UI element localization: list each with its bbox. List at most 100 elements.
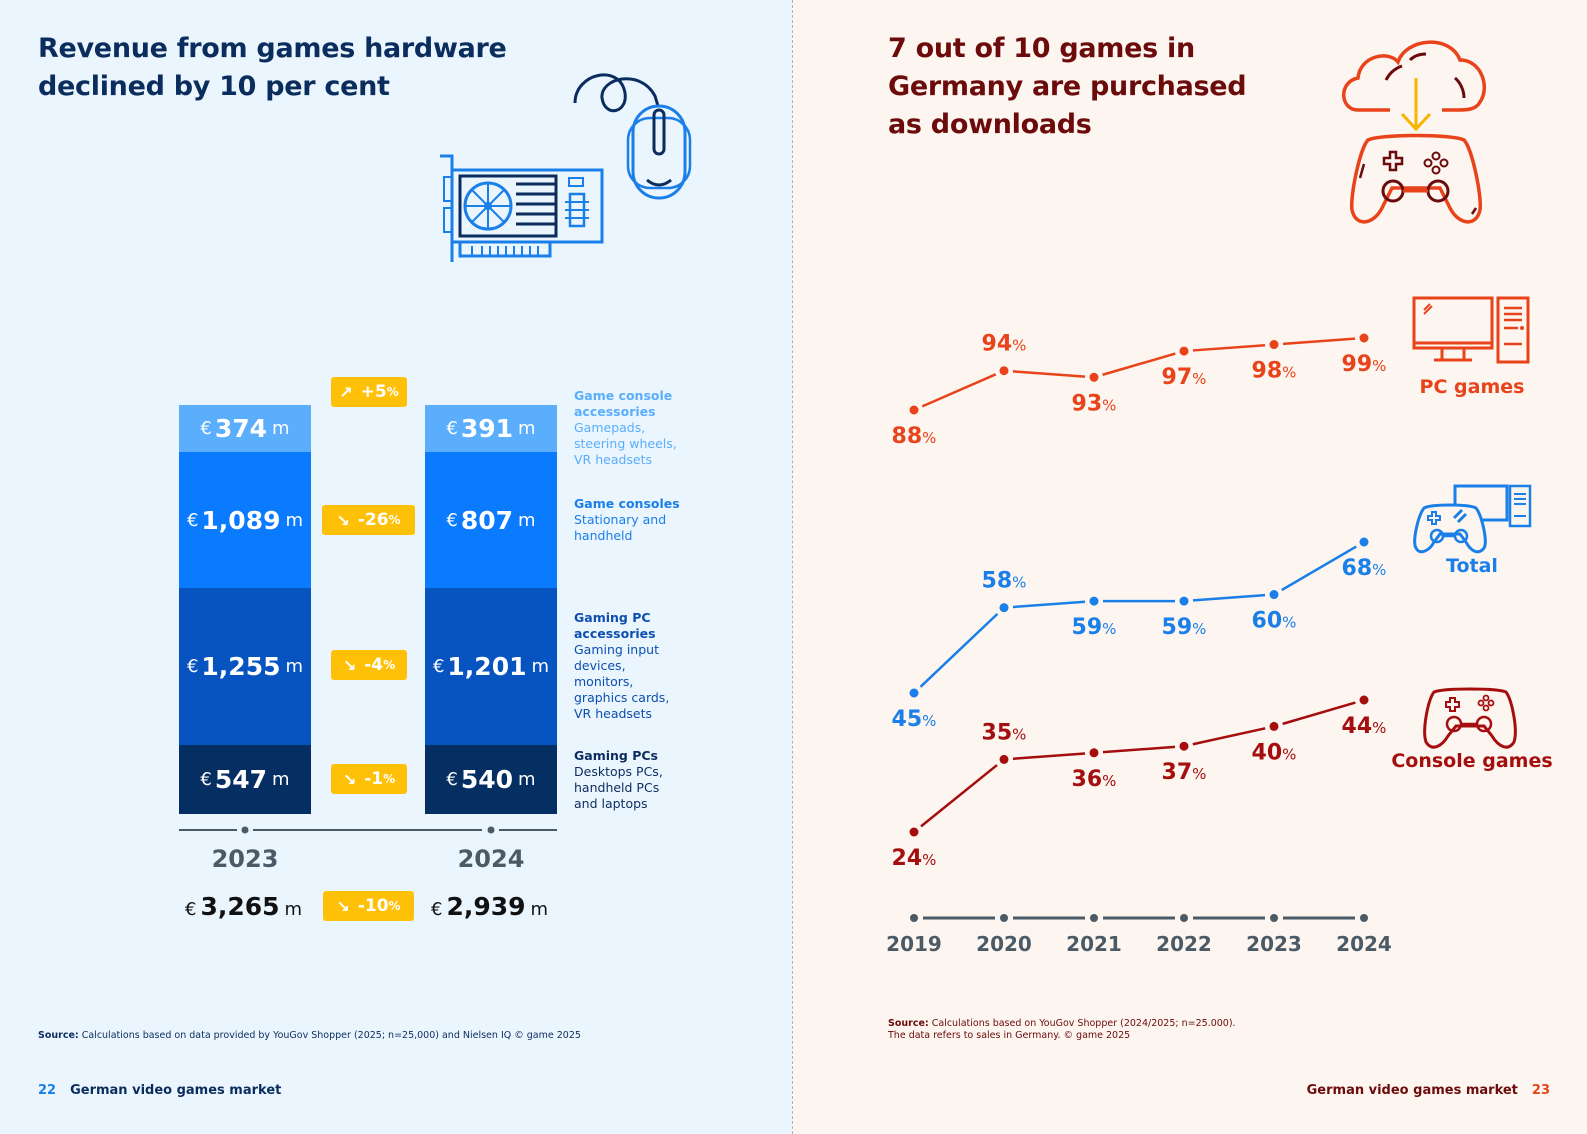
page-number: 22 <box>38 1083 57 1098</box>
series-segment-pc-games <box>1012 370 1086 378</box>
series-segment-console-games <box>1282 701 1356 726</box>
change-badge-pc-accessories: ↘ -4% <box>331 650 407 680</box>
x-axis-tick <box>910 914 918 922</box>
data-point <box>1269 590 1279 600</box>
segment-console-accessories-2024: €391 m <box>425 405 557 452</box>
arrow-down-icon: ↘ <box>342 769 357 789</box>
series-segment-console-games <box>1102 745 1176 754</box>
total-2024: €2,939 m <box>431 892 549 921</box>
data-label: 88% <box>892 424 937 449</box>
series-segment-pc-games <box>1102 352 1176 376</box>
series-segment-total <box>1192 593 1266 602</box>
segment-gaming-pcs-2023: €547 m <box>179 745 311 814</box>
data-label: 97% <box>1162 365 1207 390</box>
series-segment-console-games <box>1192 727 1266 746</box>
segment-pc-accessories-2023: €1,255 m <box>179 588 311 745</box>
series-segment-pc-games <box>1282 337 1356 346</box>
download-share-line-chart: 88% 94% 93% 97% 98% 99% PC games 45% 58% 59% 59% 60… <box>886 332 1553 956</box>
change-badge-gaming-pcs: ↘ -1% <box>331 764 407 794</box>
pc-games-icon <box>1412 296 1530 364</box>
data-point <box>1359 695 1369 705</box>
arrow-up-icon: ↗ <box>339 382 353 402</box>
legend-consoles: Game consoles Stationary and handheld <box>574 496 680 543</box>
data-label: 99% <box>1342 352 1387 377</box>
data-point <box>909 688 919 698</box>
bar-2023: €374 m €1,089 m €1,255 m €547 m <box>179 405 311 814</box>
data-label: 98% <box>1252 359 1297 384</box>
x-tick-label: 2019 <box>886 932 942 956</box>
series-segment-total <box>1012 600 1086 609</box>
arrow-down-icon: ↘ <box>336 896 350 916</box>
left-source-note: Source: Calculations based on data provi… <box>38 1030 581 1041</box>
series-segment-total <box>1281 545 1357 592</box>
data-label: 35% <box>982 720 1027 745</box>
data-label: 45% <box>892 707 937 732</box>
x-axis-tick <box>1000 914 1008 922</box>
year-label-2023: 2023 <box>211 845 279 873</box>
segment-pc-accessories-2024: €1,201 m <box>425 588 557 745</box>
x-axis-tick <box>1270 914 1278 922</box>
data-point <box>1359 333 1369 343</box>
data-point <box>1269 721 1279 731</box>
data-label: 94% <box>982 332 1027 357</box>
right-page-title: 7 out of 10 games in Germany are purchas… <box>888 33 1247 140</box>
segment-gaming-pcs-2024: €540 m <box>425 745 557 814</box>
x-axis-line <box>179 826 557 834</box>
data-point <box>909 405 919 415</box>
x-tick-label: 2023 <box>1246 932 1302 956</box>
x-axis-tick <box>1360 914 1368 922</box>
series-name-total: Total <box>1446 555 1498 577</box>
data-point <box>999 603 1009 613</box>
series-name-pc-games: PC games <box>1420 376 1525 398</box>
legend-console-accessories: Game console accessories Gamepads, steer… <box>574 388 677 467</box>
data-point <box>1179 596 1189 606</box>
series-segment-pc-games <box>1192 343 1266 352</box>
data-label: 59% <box>1162 615 1207 640</box>
series-segment-console-games <box>1012 752 1086 760</box>
data-point <box>1359 537 1369 547</box>
cloud-download-controller-icon <box>1342 40 1486 224</box>
x-tick-label: 2020 <box>976 932 1032 956</box>
data-label: 59% <box>1072 615 1117 640</box>
data-point <box>1089 748 1099 758</box>
data-label: 36% <box>1072 767 1117 792</box>
data-point <box>909 827 919 837</box>
segment-consoles-2024: €807 m <box>425 452 557 588</box>
left-footer: 22 German video games market <box>38 1083 282 1098</box>
data-label: 60% <box>1252 609 1297 634</box>
data-label: 68% <box>1342 556 1387 581</box>
page-number: 23 <box>1531 1083 1550 1098</box>
data-label: 37% <box>1162 760 1207 785</box>
arrow-down-icon: ↘ <box>342 655 357 675</box>
series-segment-pc-games <box>921 373 997 408</box>
mouse-icon <box>573 73 692 200</box>
x-axis-tick <box>1090 914 1098 922</box>
right-source-note: Source: Calculations based on YouGov Sho… <box>888 1018 1236 1041</box>
x-tick-label: 2021 <box>1066 932 1122 956</box>
x-tick-label: 2022 <box>1156 932 1212 956</box>
legend-pc-accessories: Gaming PC accessories Gaming input devic… <box>574 610 670 721</box>
right-footer: German video games market 23 <box>1306 1083 1550 1098</box>
left-page-title: Revenue from games hardware declined by … <box>38 33 507 102</box>
data-label: 44% <box>1342 714 1387 739</box>
arrow-down-icon: ↘ <box>336 510 350 530</box>
data-label: 40% <box>1252 740 1297 765</box>
data-point <box>999 366 1009 376</box>
segment-consoles-2023: €1,089 m <box>179 452 311 588</box>
series-name-console-games: Console games <box>1391 750 1552 772</box>
data-label: 58% <box>982 569 1027 594</box>
series-segment-console-games <box>920 764 998 828</box>
change-badge-console-accessories: ↗ +5% <box>331 377 407 407</box>
data-point <box>1269 340 1279 350</box>
change-badge-consoles: ↘ -26% <box>322 505 415 535</box>
segment-console-accessories-2023: €374 m <box>179 405 311 452</box>
console-games-icon <box>1423 687 1517 749</box>
series-segment-total <box>919 612 999 688</box>
graphics-card-icon <box>440 154 604 262</box>
data-point <box>1089 372 1099 382</box>
data-label: 93% <box>1072 391 1117 416</box>
total-icon <box>1413 484 1532 554</box>
year-label-2024: 2024 <box>457 845 525 873</box>
data-point <box>1089 596 1099 606</box>
data-label: 24% <box>892 846 937 871</box>
